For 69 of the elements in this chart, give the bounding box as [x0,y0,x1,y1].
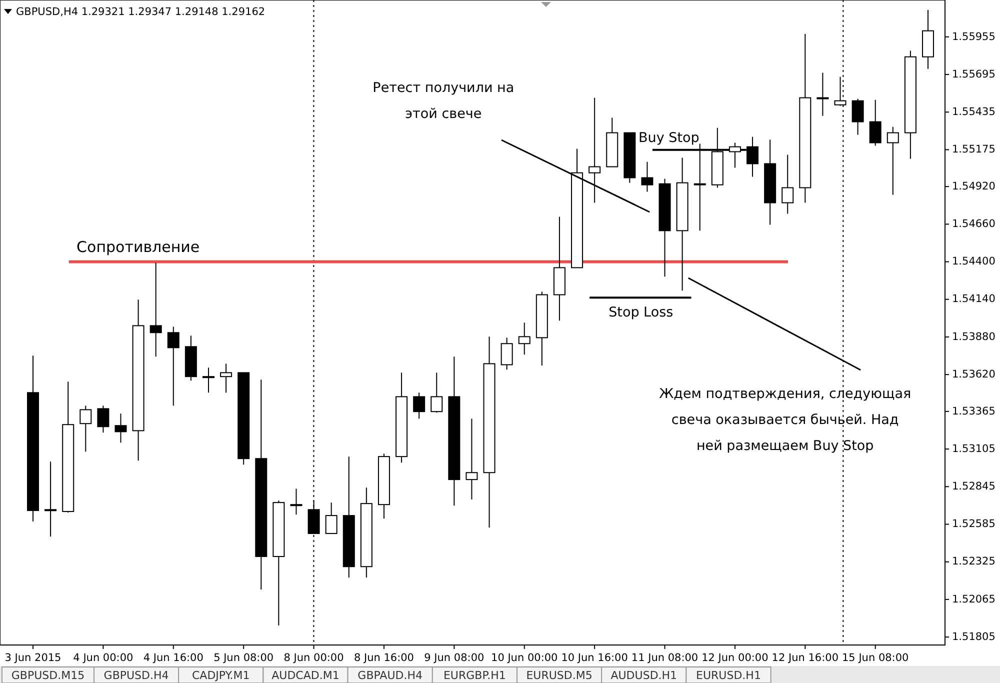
x-tick-label: 5 Jun 08:00 [214,652,274,664]
candlestick [290,488,302,516]
y-tick-label: 1.52065 [952,593,996,606]
y-tick-label: 1.53365 [952,405,996,418]
candlestick [834,76,846,106]
y-tick-label: 1.52325 [952,556,996,568]
candlestick [782,154,794,214]
y-tick-label: 1.55955 [952,30,996,43]
y-tick-label: 1.54140 [952,293,996,306]
candlestick [114,413,127,444]
x-tick-label: 12 Jun 16:00 [772,652,839,664]
ref-line-label: Сопротивление [76,238,200,256]
x-tick-label: 3 Jun 2015 [4,652,62,664]
y-tick-label: 1.52845 [952,480,996,493]
candlestick [97,405,110,434]
text: AUDUSD.H1 [610,669,678,682]
y-tick-label: 1.53880 [952,330,996,343]
text: AUDCAD.M1 [272,669,340,682]
candlestick [150,262,162,358]
y-tick-label: 1.52585 [952,518,996,530]
candlestick [325,502,338,534]
text: GBPUSD.M15 [11,669,85,682]
candlestick [588,97,601,204]
text: GBPUSD,H4 1.29321 1.29347 1.29148 1.29162 [16,6,266,18]
candlestick [869,99,882,146]
x-tick-label: 8 Jun 16:00 [354,652,414,664]
candlestick [500,337,513,370]
y-tick-label: 1.54920 [952,180,996,192]
text: GBPUSD.H4 [104,669,169,682]
candlestick [308,500,320,534]
text: EURUSD.H1 [696,669,761,682]
candlestick [518,322,530,356]
x-tick-label: 12 Jun 00:00 [702,652,768,664]
x-tick-label: 4 Jun 00:00 [73,652,134,664]
y-tick-label: 1.54660 [952,218,996,230]
x-tick-label: 4 Jun 16:00 [143,652,204,664]
candlestick [886,126,899,196]
y-tick-label: 1.55175 [952,144,996,156]
candlestick [413,392,426,420]
candlestick [852,98,864,136]
x-tick-label: 11 Jun 08:00 [631,652,698,664]
candlestick [220,363,232,394]
y-tick-label: 1.53105 [952,442,996,455]
y-tick-label: 1.51805 [952,630,996,643]
candlestick [430,372,443,414]
x-tick-label: 9 Jun 08:00 [424,652,484,664]
y-tick-label: 1.55695 [952,68,996,80]
candlestick [80,405,92,452]
text: GBPAUD.H4 [358,669,423,682]
candlestick [641,161,654,192]
y-tick-label: 1.54400 [952,256,996,268]
text: CADJPY.M1 [192,669,250,682]
candlestick [167,326,180,406]
candlestick [44,461,57,538]
ref-line-label: Buy Stop [638,130,700,146]
annotation: Ждем подтверждения, следующая свеча оказывается бычьей. Над ней размещаем Buy Stop [659,386,912,454]
x-tick-label: 10 Jun 00:00 [491,652,558,664]
text: EURUSD.M5 [526,669,592,682]
ref-line-label: Stop Loss [608,304,674,321]
y-tick-label: 1.53620 [952,368,996,380]
y-tick-label: 1.55435 [952,106,996,118]
annotation: Ретест получили на этой свече [372,80,514,122]
x-tick-label: 15 Jun 08:00 [842,652,909,664]
text: EURGBP.H1 [443,669,506,682]
x-tick-label: 10 Jun 16:00 [561,652,628,664]
candlestick [466,418,478,500]
candlestick [202,367,214,394]
x-tick-label: 8 Jun 00:00 [284,652,344,664]
candlestick [816,72,829,116]
